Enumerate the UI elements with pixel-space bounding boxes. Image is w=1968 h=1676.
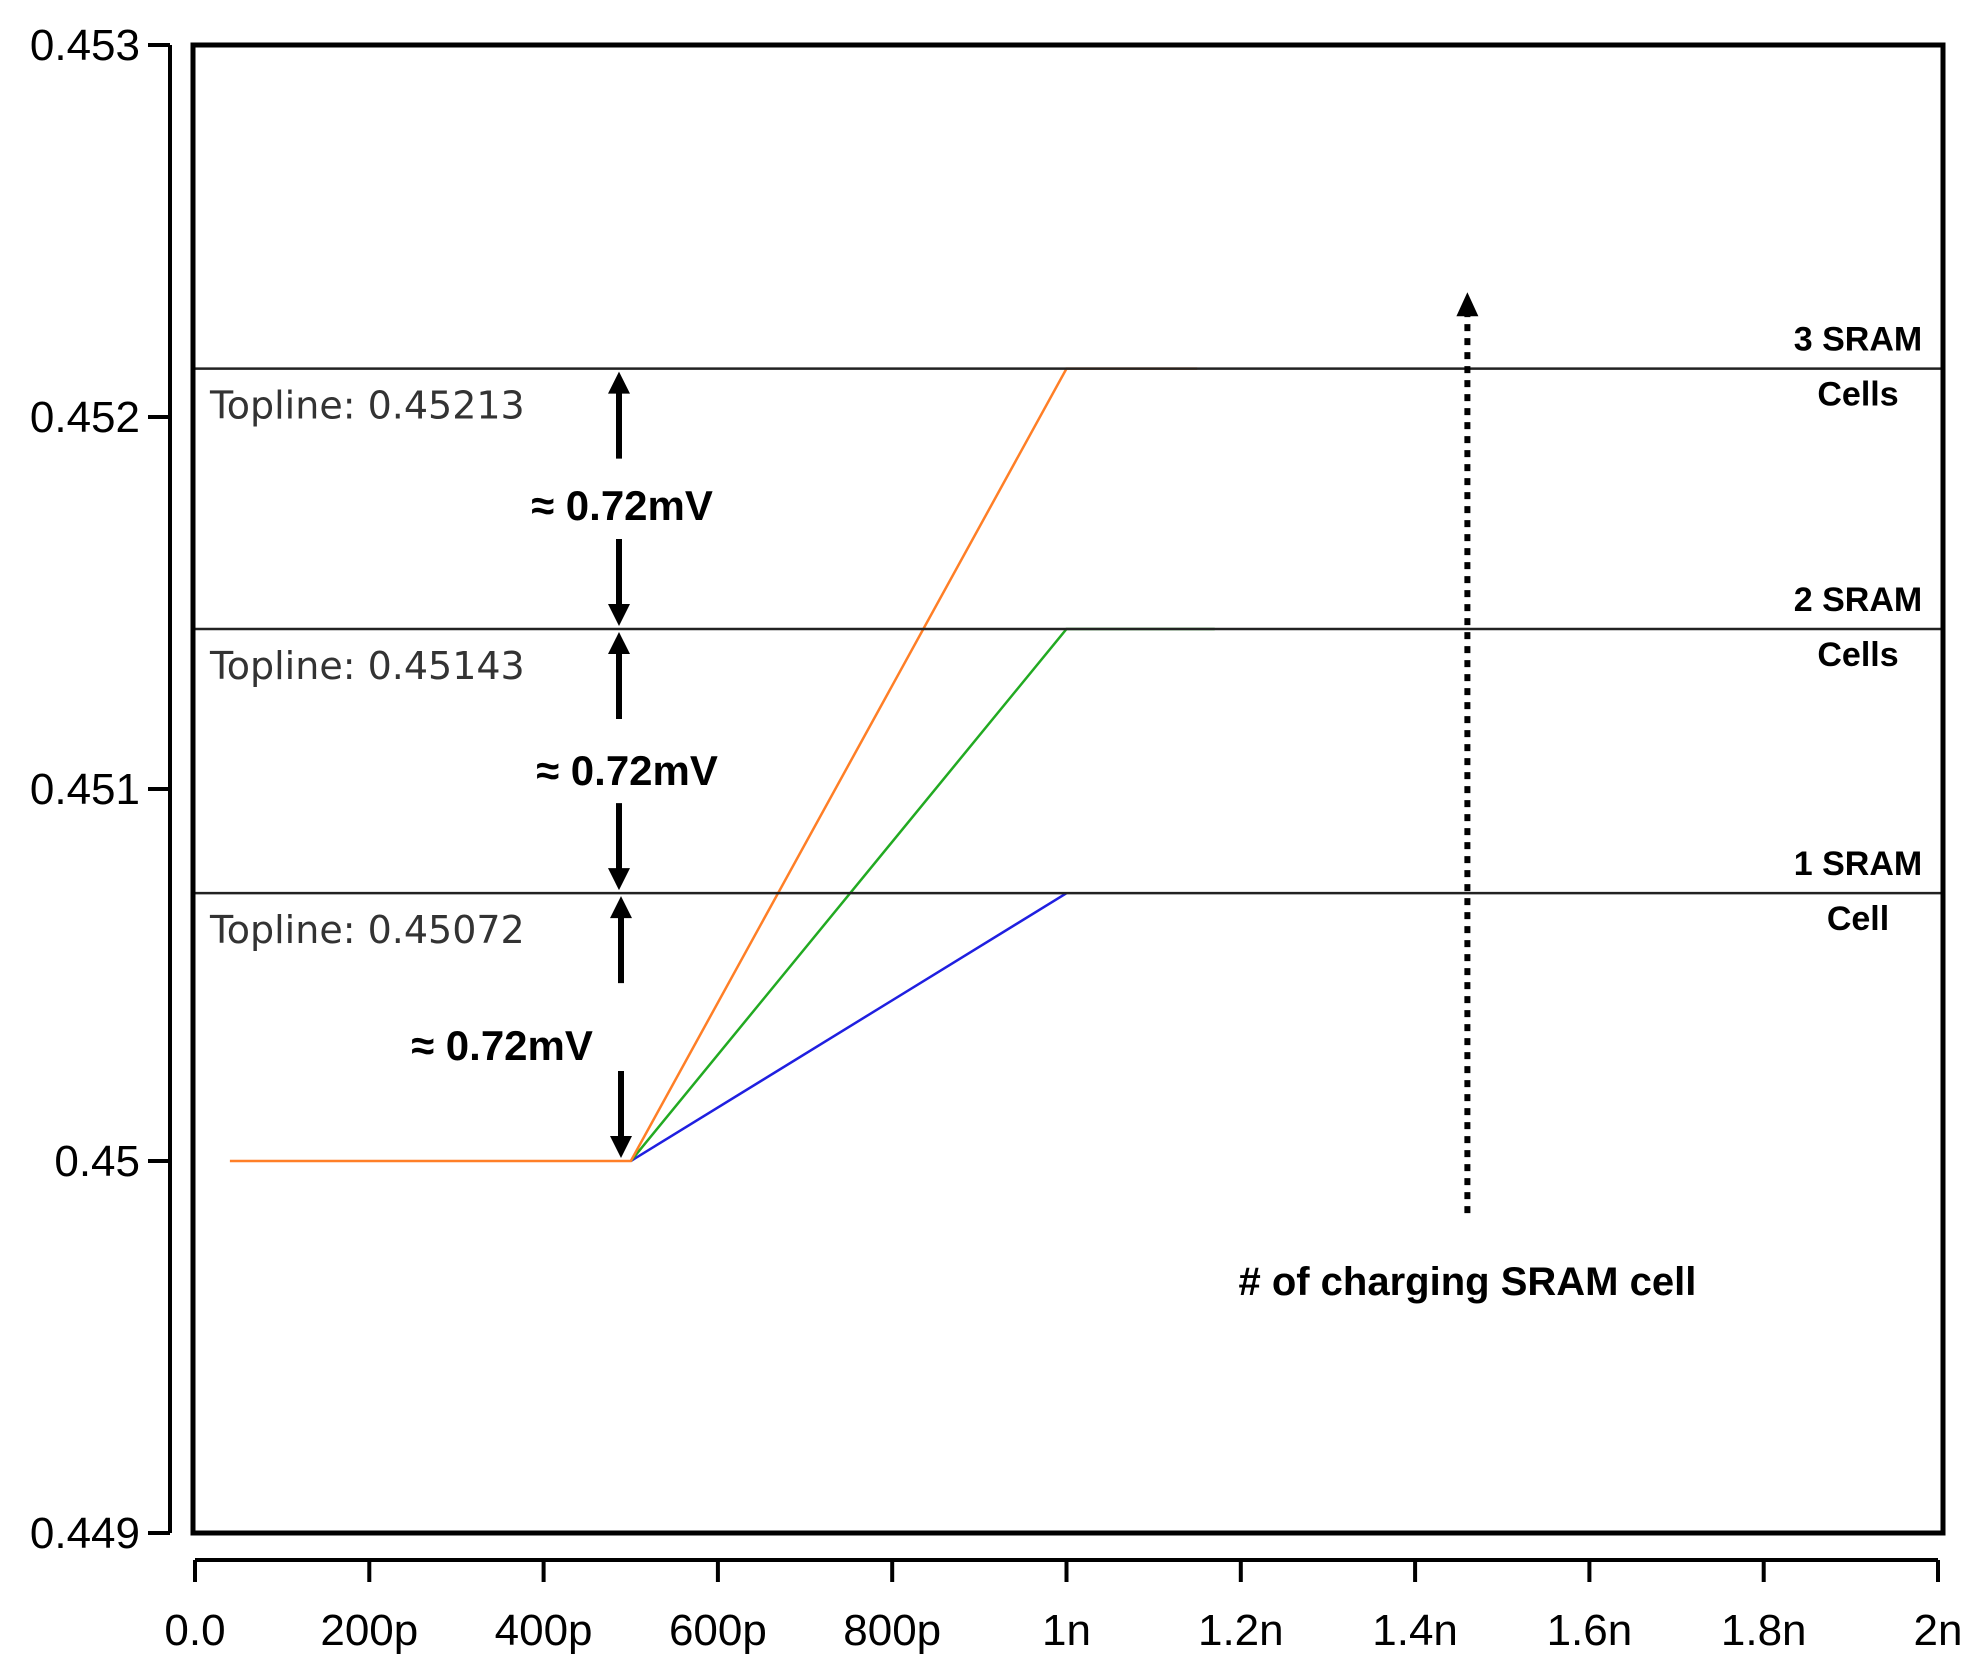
x-tick-label-0: 0.0 xyxy=(164,1606,225,1655)
delta-arrow-up-head-2 xyxy=(610,896,632,919)
toplines-layer: Topline: 0.45213 3 SRAM Cells Topline: 0.45… xyxy=(193,321,1943,952)
cells-label-line2-2: Cell xyxy=(1827,900,1889,938)
x-tick-label-4: 800p xyxy=(843,1606,941,1655)
cells-label-line1-2: 1 SRAM xyxy=(1794,845,1922,883)
axes-layer: 0.449 0.45 0.451 0.452 0.453 0.0 200p 400p 600p 8… xyxy=(30,21,1963,1655)
x-tick-label-3: 600p xyxy=(669,1606,767,1655)
topline-label-0: Topline: 0.45213 xyxy=(209,384,525,428)
y-tick-label-2: 0.451 xyxy=(30,765,140,814)
x-tick-label-2: 400p xyxy=(495,1606,593,1655)
x-tick-label-6: 1.2n xyxy=(1198,1606,1284,1655)
cells-label-line2-0: Cells xyxy=(1817,376,1898,414)
x-tick-label-8: 1.6n xyxy=(1547,1606,1633,1655)
cells-label-line2-1: Cells xyxy=(1817,636,1898,674)
delta-arrow-down-head-1 xyxy=(608,868,630,891)
series-line-0 xyxy=(630,892,1068,1163)
x-tick-label-1: 200p xyxy=(320,1606,418,1655)
topline-label-1: Topline: 0.45143 xyxy=(209,644,525,688)
cells-label-line1-1: 2 SRAM xyxy=(1794,581,1922,619)
cell-count-arrow-head xyxy=(1456,292,1479,317)
y-tick-label-3: 0.452 xyxy=(30,393,140,442)
delta-arrow-down-head-2 xyxy=(610,1136,632,1158)
plot-border xyxy=(190,42,1946,1536)
y-tick-label-0: 0.449 xyxy=(30,1509,140,1558)
delta-label-2: ≈ 0.72mV xyxy=(411,1022,593,1069)
delta-label-0: ≈ 0.72mV xyxy=(531,482,713,529)
y-tick-label-4: 0.453 xyxy=(30,21,140,70)
series-layer xyxy=(229,367,1215,1163)
topline-label-2: Topline: 0.45072 xyxy=(209,908,525,952)
annotations-layer: ≈ 0.72mV ≈ 0.72mV ≈ 0.72mV # of charging SR… xyxy=(411,292,1696,1304)
delta-arrow-down-head-0 xyxy=(608,604,630,627)
y-tick-label-1: 0.45 xyxy=(54,1137,140,1186)
x-tick-label-10: 2n xyxy=(1914,1606,1963,1655)
x-tick-label-9: 1.8n xyxy=(1721,1606,1807,1655)
x-tick-label-5: 1n xyxy=(1042,1606,1091,1655)
x-tick-label-7: 1.4n xyxy=(1372,1606,1458,1655)
delta-label-1: ≈ 0.72mV xyxy=(536,747,718,794)
delta-arrow-up-head-1 xyxy=(608,632,630,655)
cell-count-caption: # of charging SRAM cell xyxy=(1238,1260,1696,1304)
cells-label-line1-0: 3 SRAM xyxy=(1794,321,1922,359)
delta-arrow-up-head-0 xyxy=(608,371,630,394)
series-line-1 xyxy=(629,627,1215,1162)
